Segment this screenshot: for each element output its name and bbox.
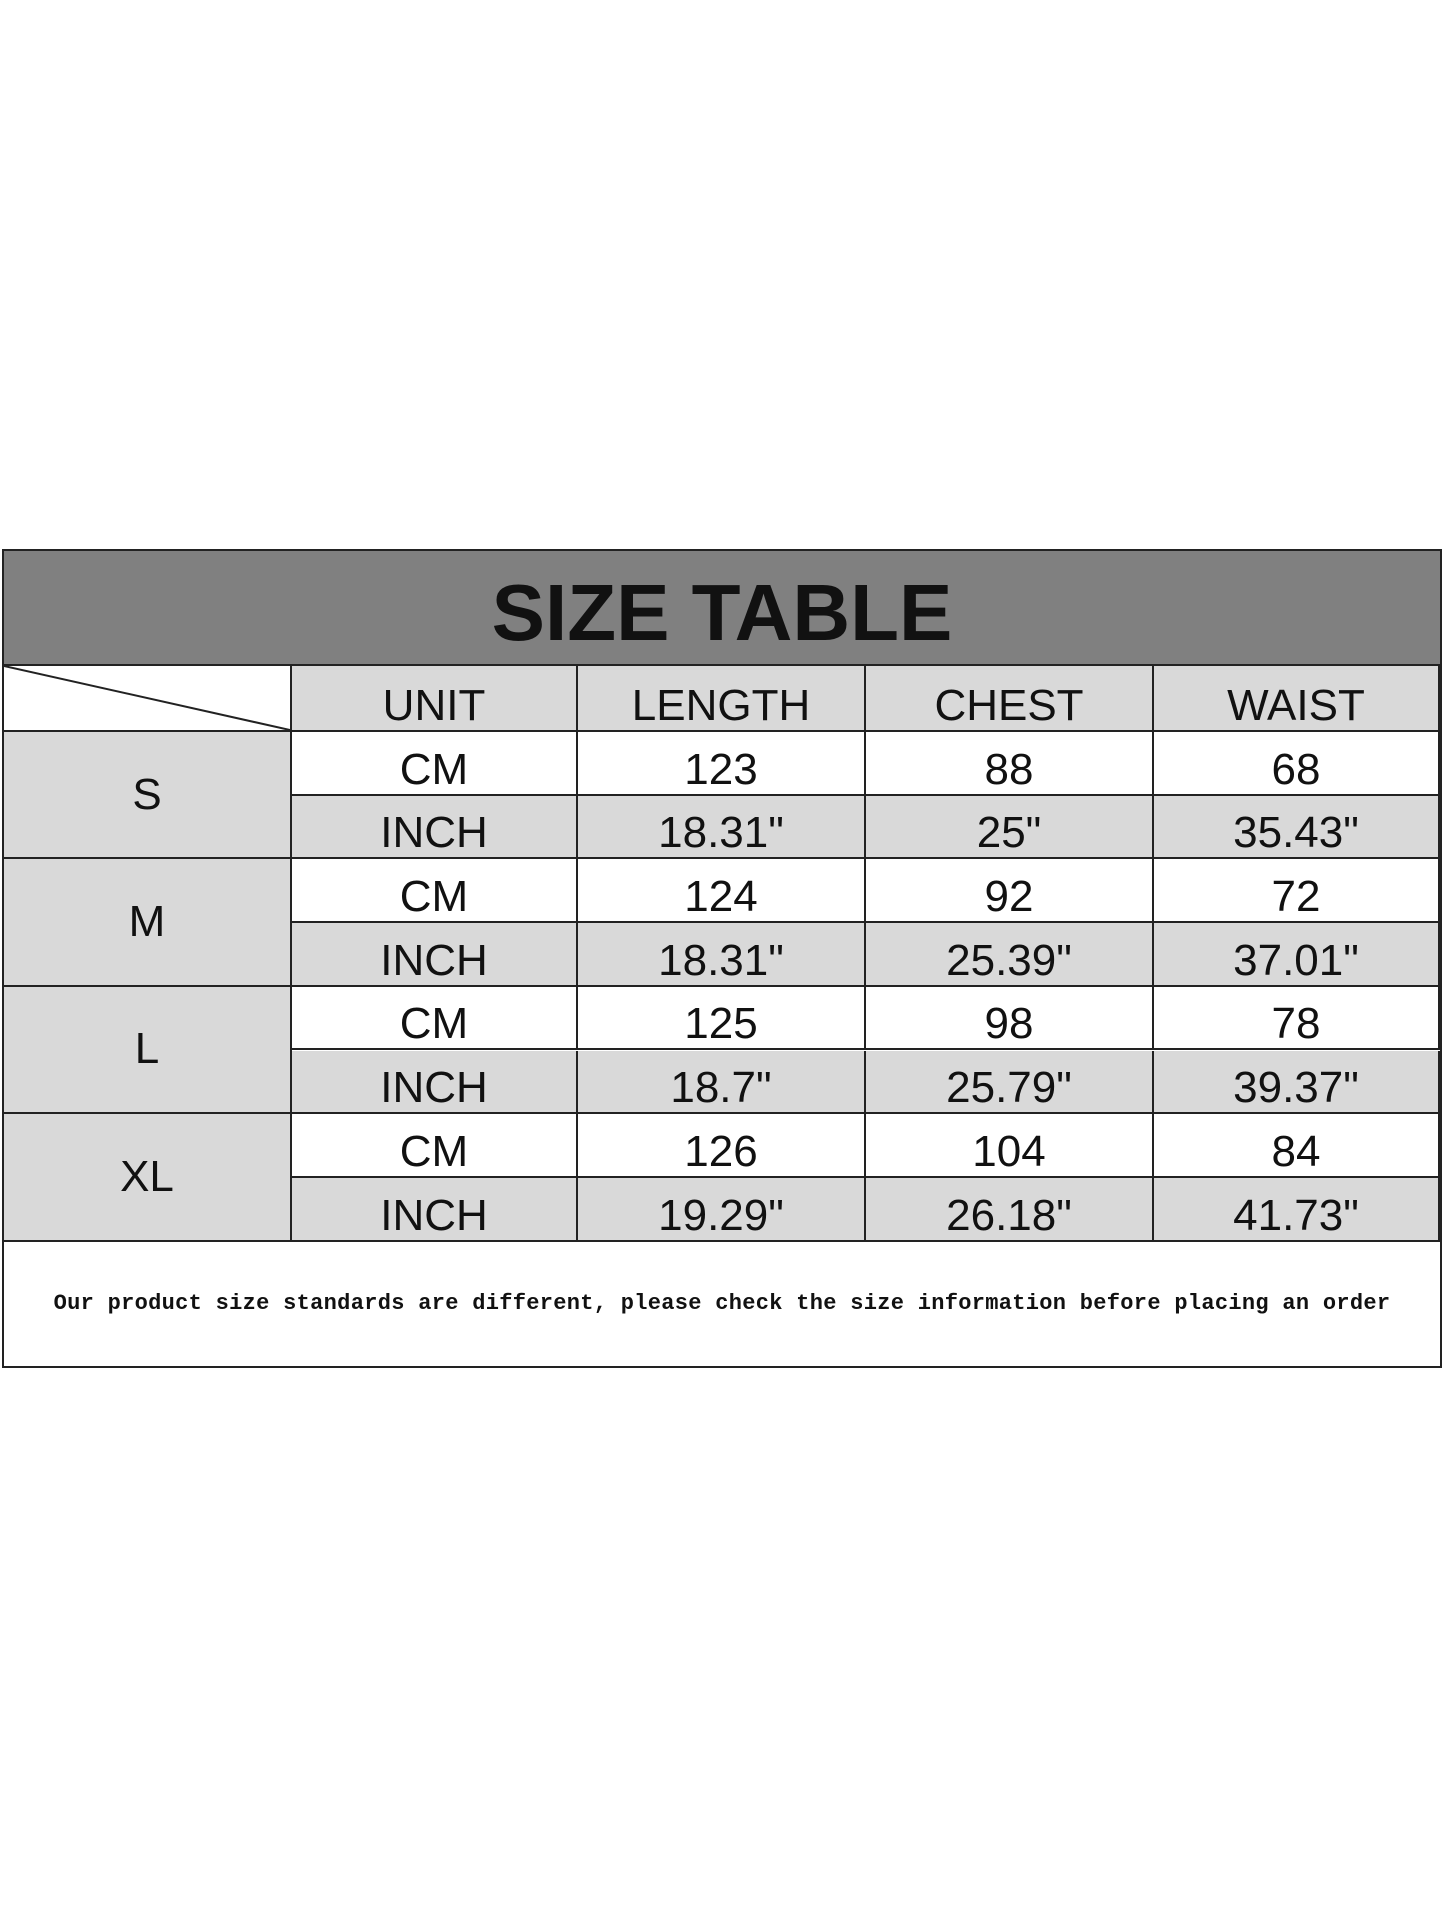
table-title: SIZE TABLE	[4, 551, 1440, 666]
inch-value: 25.39"	[866, 923, 1154, 987]
unit-inch: INCH	[292, 923, 578, 987]
column-header: UNIT	[292, 666, 578, 732]
unit-inch: INCH	[292, 1177, 578, 1242]
cm-value: 123	[578, 732, 866, 796]
cm-value: 125	[578, 986, 866, 1051]
size-label: M	[4, 859, 292, 987]
inch-value: 39.37"	[1154, 1050, 1440, 1115]
size-label: XL	[4, 1114, 292, 1242]
inch-value: 19.29"	[578, 1177, 866, 1242]
inch-value: 18.7"	[578, 1050, 866, 1115]
cm-value: 84	[1154, 1114, 1440, 1178]
cm-value: 124	[578, 859, 866, 924]
cm-value: 126	[578, 1114, 866, 1178]
inch-value: 25.79"	[866, 1050, 1154, 1115]
unit-inch: INCH	[292, 1050, 578, 1115]
inch-value: 25"	[866, 795, 1154, 860]
cm-value: 88	[866, 732, 1154, 796]
size-label: S	[4, 732, 292, 860]
unit-cm: CM	[292, 986, 578, 1051]
unit-cm: CM	[292, 1114, 578, 1178]
inch-value: 35.43"	[1154, 795, 1440, 860]
inch-value: 26.18"	[866, 1177, 1154, 1242]
unit-cm: CM	[292, 732, 578, 796]
size-table: SIZE TABLE UNIT LENGTH CHEST WAIST S CM 123 88 6…	[2, 549, 1442, 1368]
cm-value: 78	[1154, 986, 1440, 1051]
inch-value: 18.31"	[578, 795, 866, 860]
column-header: WAIST	[1154, 666, 1440, 732]
corner-cell	[4, 666, 292, 732]
inch-value: 41.73"	[1154, 1177, 1440, 1242]
column-header: CHEST	[866, 666, 1154, 732]
diagonal-line	[4, 666, 290, 730]
cm-value: 92	[866, 859, 1154, 924]
cm-value: 98	[866, 986, 1154, 1051]
footer-note: Our product size standards are different…	[53, 1291, 1391, 1316]
column-header: LENGTH	[578, 666, 866, 732]
cm-value: 104	[866, 1114, 1154, 1178]
size-label: L	[4, 986, 292, 1115]
inch-value: 18.31"	[578, 923, 866, 987]
inch-value: 37.01"	[1154, 923, 1440, 987]
unit-cm: CM	[292, 859, 578, 924]
unit-inch: INCH	[292, 795, 578, 860]
cm-value: 68	[1154, 732, 1440, 796]
cm-value: 72	[1154, 859, 1440, 924]
